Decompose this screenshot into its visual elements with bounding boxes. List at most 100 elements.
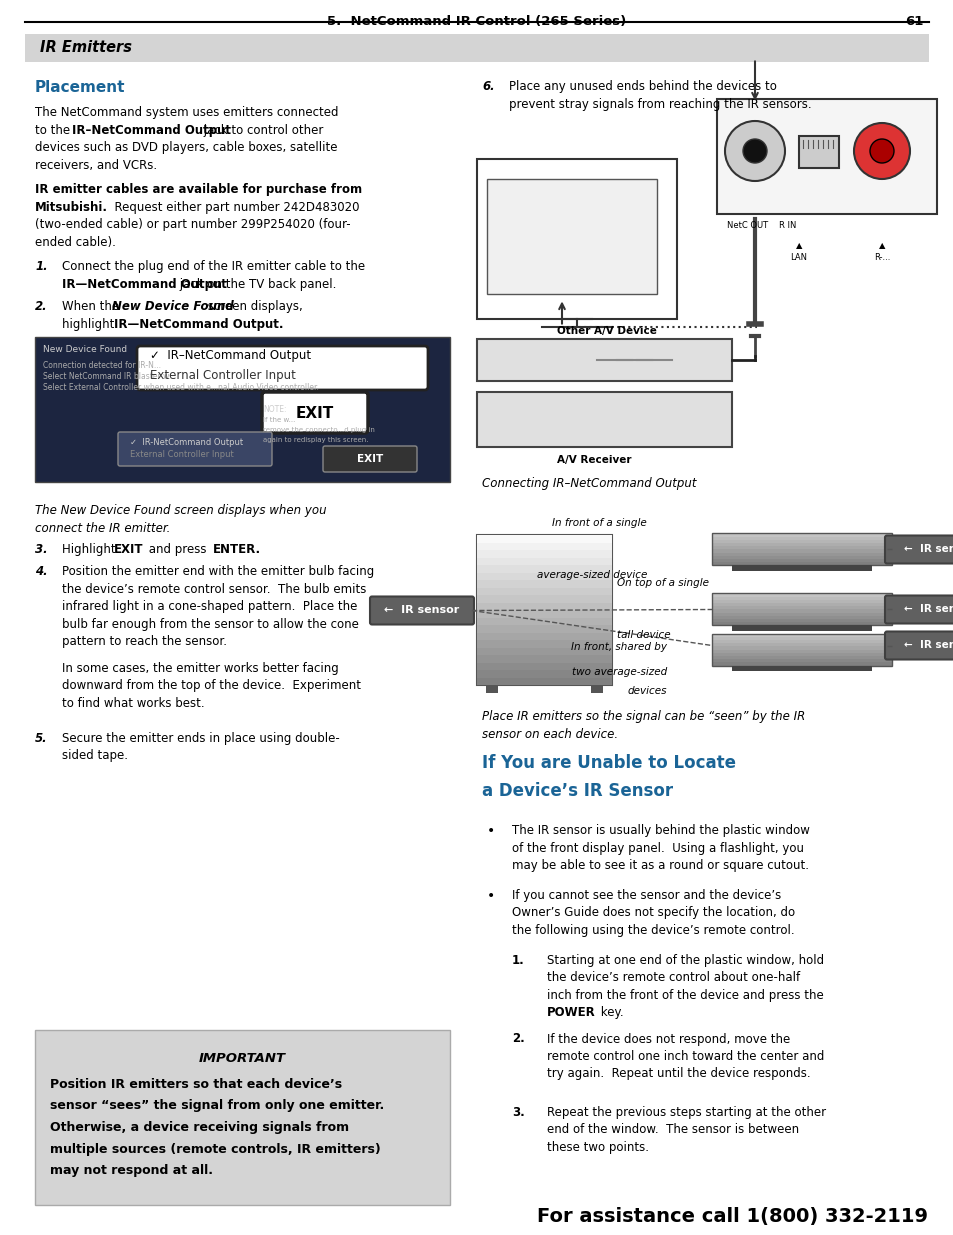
FancyBboxPatch shape bbox=[711, 637, 891, 640]
Text: IR Emitters: IR Emitters bbox=[40, 41, 132, 56]
FancyBboxPatch shape bbox=[717, 99, 936, 214]
FancyBboxPatch shape bbox=[476, 663, 612, 671]
Text: may be able to see it as a round or square cutout.: may be able to see it as a round or squa… bbox=[512, 860, 808, 872]
Text: 3.: 3. bbox=[35, 542, 48, 556]
FancyBboxPatch shape bbox=[476, 580, 612, 588]
Text: a Device’s IR Sensor: a Device’s IR Sensor bbox=[481, 782, 673, 800]
Text: ENTER.: ENTER. bbox=[213, 542, 261, 556]
Text: Connecting IR–NetCommand Output: Connecting IR–NetCommand Output bbox=[481, 478, 696, 490]
Text: remote control one inch toward the center and: remote control one inch toward the cente… bbox=[546, 1050, 823, 1063]
FancyBboxPatch shape bbox=[711, 553, 891, 556]
Circle shape bbox=[724, 121, 784, 182]
Text: ←  IR sensor: ← IR sensor bbox=[384, 605, 459, 615]
FancyBboxPatch shape bbox=[711, 537, 891, 540]
FancyBboxPatch shape bbox=[711, 562, 891, 566]
FancyBboxPatch shape bbox=[711, 643, 891, 646]
Text: Owner’s Guide does not specify the location, do: Owner’s Guide does not specify the locat… bbox=[512, 906, 794, 920]
FancyBboxPatch shape bbox=[711, 662, 891, 666]
Text: pattern to reach the sensor.: pattern to reach the sensor. bbox=[62, 635, 227, 648]
Text: NetC OUT: NetC OUT bbox=[726, 221, 767, 231]
Text: ▲: ▲ bbox=[795, 242, 801, 251]
FancyBboxPatch shape bbox=[476, 393, 731, 447]
FancyBboxPatch shape bbox=[731, 566, 871, 572]
Text: these two points.: these two points. bbox=[546, 1141, 648, 1153]
FancyBboxPatch shape bbox=[711, 634, 891, 637]
Text: If you cannot see the sensor and the device’s: If you cannot see the sensor and the dev… bbox=[512, 889, 781, 902]
Text: Highlight: Highlight bbox=[62, 542, 119, 556]
Text: When the: When the bbox=[62, 300, 123, 314]
Text: IR—NetCommand Output: IR—NetCommand Output bbox=[62, 278, 227, 290]
FancyBboxPatch shape bbox=[476, 618, 612, 625]
Text: 61: 61 bbox=[904, 15, 923, 28]
FancyBboxPatch shape bbox=[476, 641, 612, 648]
FancyBboxPatch shape bbox=[884, 536, 953, 563]
FancyBboxPatch shape bbox=[731, 625, 871, 631]
Text: inch from the front of the device and press the: inch from the front of the device and pr… bbox=[546, 989, 822, 1002]
Text: to the: to the bbox=[35, 124, 73, 137]
Text: 4.: 4. bbox=[35, 566, 48, 578]
FancyBboxPatch shape bbox=[711, 556, 891, 559]
FancyBboxPatch shape bbox=[711, 546, 891, 550]
FancyBboxPatch shape bbox=[711, 597, 891, 600]
Text: Otherwise, a device receiving signals from: Otherwise, a device receiving signals fr… bbox=[50, 1121, 349, 1134]
Text: the following using the device’s remote control.: the following using the device’s remote … bbox=[512, 924, 794, 937]
FancyBboxPatch shape bbox=[711, 650, 891, 653]
Text: Select External Controller when used with e...nal Audio Video controller.: Select External Controller when used wit… bbox=[43, 383, 318, 391]
Text: EXIT: EXIT bbox=[356, 454, 383, 464]
FancyBboxPatch shape bbox=[711, 613, 891, 616]
Text: prevent stray signals from reaching the IR sensors.: prevent stray signals from reaching the … bbox=[509, 98, 811, 110]
Text: jack to control other: jack to control other bbox=[200, 124, 323, 137]
Text: try again.  Repeat until the device responds.: try again. Repeat until the device respo… bbox=[546, 1067, 810, 1081]
FancyBboxPatch shape bbox=[35, 1030, 450, 1205]
Text: If the device does not respond, move the: If the device does not respond, move the bbox=[546, 1032, 789, 1046]
Text: sensor on each device.: sensor on each device. bbox=[481, 727, 618, 741]
FancyBboxPatch shape bbox=[118, 432, 272, 466]
Text: 5.: 5. bbox=[35, 731, 48, 745]
FancyBboxPatch shape bbox=[476, 558, 612, 566]
Text: 2.: 2. bbox=[512, 1032, 524, 1046]
Text: and press: and press bbox=[145, 542, 210, 556]
Text: the device’s remote control sensor.  The bulb emits: the device’s remote control sensor. The … bbox=[62, 583, 366, 595]
Text: If the w...: If the w... bbox=[263, 417, 295, 424]
Text: Starting at one end of the plastic window, hold: Starting at one end of the plastic windo… bbox=[546, 953, 823, 967]
Text: average-sized device: average-sized device bbox=[536, 571, 646, 580]
Text: sensor “sees” the signal from only one emitter.: sensor “sees” the signal from only one e… bbox=[50, 1099, 384, 1113]
Text: Position the emitter end with the emitter bulb facing: Position the emitter end with the emitte… bbox=[62, 566, 374, 578]
Text: 2.: 2. bbox=[35, 300, 48, 314]
Text: key.: key. bbox=[597, 1007, 623, 1019]
Text: IR–NetCommand Output: IR–NetCommand Output bbox=[71, 124, 231, 137]
Text: two average-sized: two average-sized bbox=[571, 667, 666, 678]
FancyBboxPatch shape bbox=[323, 446, 416, 472]
Text: R-...: R-... bbox=[873, 253, 889, 263]
FancyBboxPatch shape bbox=[476, 634, 612, 641]
Text: 6.: 6. bbox=[481, 80, 494, 93]
Text: sided tape.: sided tape. bbox=[62, 748, 128, 762]
Text: LAN: LAN bbox=[790, 253, 806, 263]
FancyBboxPatch shape bbox=[711, 646, 891, 650]
Text: devices: devices bbox=[627, 685, 666, 695]
Text: ▲: ▲ bbox=[878, 242, 884, 251]
FancyBboxPatch shape bbox=[711, 616, 891, 619]
Text: ←  IR sensor: ← IR sensor bbox=[903, 641, 953, 651]
Text: downward from the top of the device.  Experiment: downward from the top of the device. Exp… bbox=[62, 679, 360, 692]
Text: ←  IR sensor: ← IR sensor bbox=[903, 604, 953, 615]
Text: Repeat the previous steps starting at the other: Repeat the previous steps starting at th… bbox=[546, 1107, 825, 1119]
FancyBboxPatch shape bbox=[711, 606, 891, 610]
FancyBboxPatch shape bbox=[711, 640, 891, 643]
FancyBboxPatch shape bbox=[476, 551, 612, 558]
FancyBboxPatch shape bbox=[711, 603, 891, 606]
Text: A/V Receiver: A/V Receiver bbox=[557, 456, 631, 466]
Text: In some cases, the emitter works better facing: In some cases, the emitter works better … bbox=[62, 662, 338, 674]
FancyBboxPatch shape bbox=[590, 685, 602, 694]
Text: IR emitter cables are available for purchase from: IR emitter cables are available for purc… bbox=[35, 183, 362, 196]
Text: EXIT: EXIT bbox=[113, 542, 143, 556]
FancyBboxPatch shape bbox=[25, 35, 928, 62]
Text: If You are Unable to Locate: If You are Unable to Locate bbox=[481, 755, 735, 772]
FancyBboxPatch shape bbox=[711, 534, 891, 537]
Text: External Controller Input: External Controller Input bbox=[130, 450, 233, 458]
Text: In front, shared by: In front, shared by bbox=[571, 642, 666, 652]
FancyBboxPatch shape bbox=[35, 337, 450, 482]
Text: ←  IR sensor: ← IR sensor bbox=[903, 545, 953, 555]
Text: devices such as DVD players, cable boxes, satellite: devices such as DVD players, cable boxes… bbox=[35, 141, 337, 154]
FancyBboxPatch shape bbox=[711, 622, 891, 625]
